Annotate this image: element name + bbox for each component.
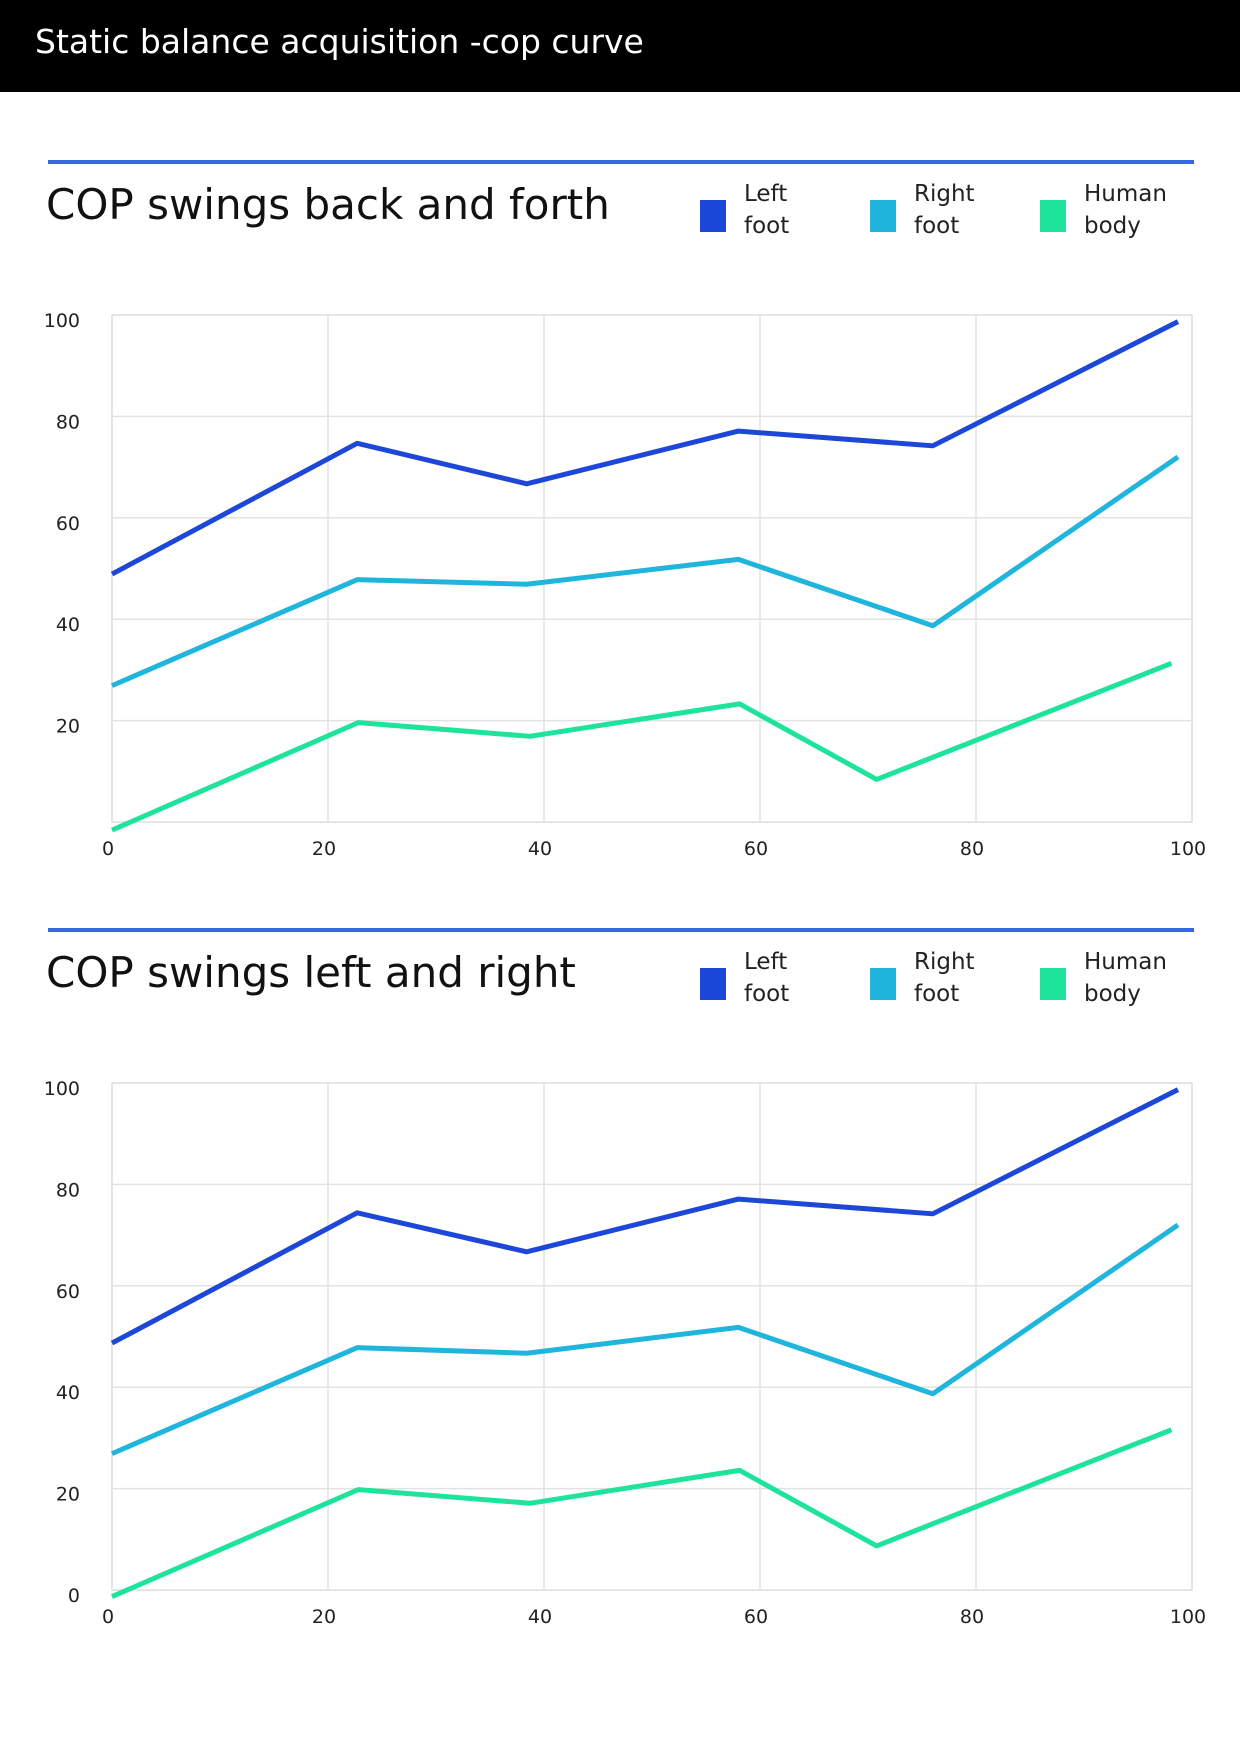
y-tick-label: 60 <box>56 1281 80 1303</box>
series-line <box>111 1222 1180 1456</box>
series-line <box>110 1087 1180 1346</box>
legend-swatch <box>870 200 896 232</box>
legend-swatch <box>700 200 726 232</box>
x-tick-label: 100 <box>1170 838 1206 860</box>
x-tick-label: 80 <box>960 1606 984 1628</box>
header: Static balance acquisition -cop curve <box>0 0 1240 92</box>
legend-label: Right foot <box>914 181 975 239</box>
legend-label: Left foot <box>744 949 790 1007</box>
x-tick-label: 100 <box>1170 1606 1206 1628</box>
x-tick-label: 60 <box>744 838 768 860</box>
legend-swatch <box>870 968 896 1000</box>
legend-label: Left foot <box>744 181 790 239</box>
y-tick-label: 60 <box>56 513 80 535</box>
legend-label: Human body <box>1084 181 1167 239</box>
legend: Left foot Right foot Human body <box>700 946 1200 1016</box>
chart: COP swings left and right Left foot Right … <box>0 928 1240 1648</box>
plot: 20 40 60 80 100 0 20 40 60 80 100 <box>44 310 1206 860</box>
legend-swatch <box>700 968 726 1000</box>
y-tick-label: 40 <box>56 614 80 636</box>
chart: COP swings back and forth Left foot Right … <box>0 160 1240 880</box>
series-line <box>111 1427 1173 1599</box>
legend-label: Human body <box>1084 949 1167 1007</box>
legend-label: Right foot <box>914 949 975 1007</box>
page-title: Static balance acquisition -cop curve <box>35 22 644 61</box>
y-tick-label: 20 <box>56 716 80 738</box>
plot: 0 20 40 60 80 100 0 20 40 60 80 100 <box>44 1078 1206 1628</box>
x-tick-label: 40 <box>528 1606 552 1628</box>
x-tick-label: 60 <box>744 1606 768 1628</box>
y-tick-label: 80 <box>56 1179 80 1201</box>
y-tick-label: 0 <box>68 1585 80 1607</box>
chart-title: COP swings left and right <box>46 948 576 997</box>
chart-title: COP swings back and forth <box>46 180 610 229</box>
x-tick-label: 40 <box>528 838 552 860</box>
x-tick-label: 80 <box>960 838 984 860</box>
title-rule <box>48 160 1194 164</box>
y-tick-label: 40 <box>56 1382 80 1404</box>
legend-swatch <box>1040 200 1066 232</box>
x-tick-label: 0 <box>102 1606 114 1628</box>
legend-swatch <box>1040 968 1066 1000</box>
series-line <box>111 454 1180 688</box>
x-tick-label: 20 <box>312 1606 336 1628</box>
series-line <box>110 660 1173 833</box>
y-tick-label: 80 <box>56 411 80 433</box>
x-tick-label: 0 <box>102 838 114 860</box>
x-tick-label: 20 <box>312 838 336 860</box>
title-rule <box>48 928 1194 932</box>
series-line <box>110 319 1180 577</box>
y-tick-label: 20 <box>56 1484 80 1506</box>
y-tick-label: 100 <box>44 1078 80 1100</box>
y-tick-label: 100 <box>44 310 80 332</box>
legend: Left foot Right foot Human body <box>700 178 1200 248</box>
